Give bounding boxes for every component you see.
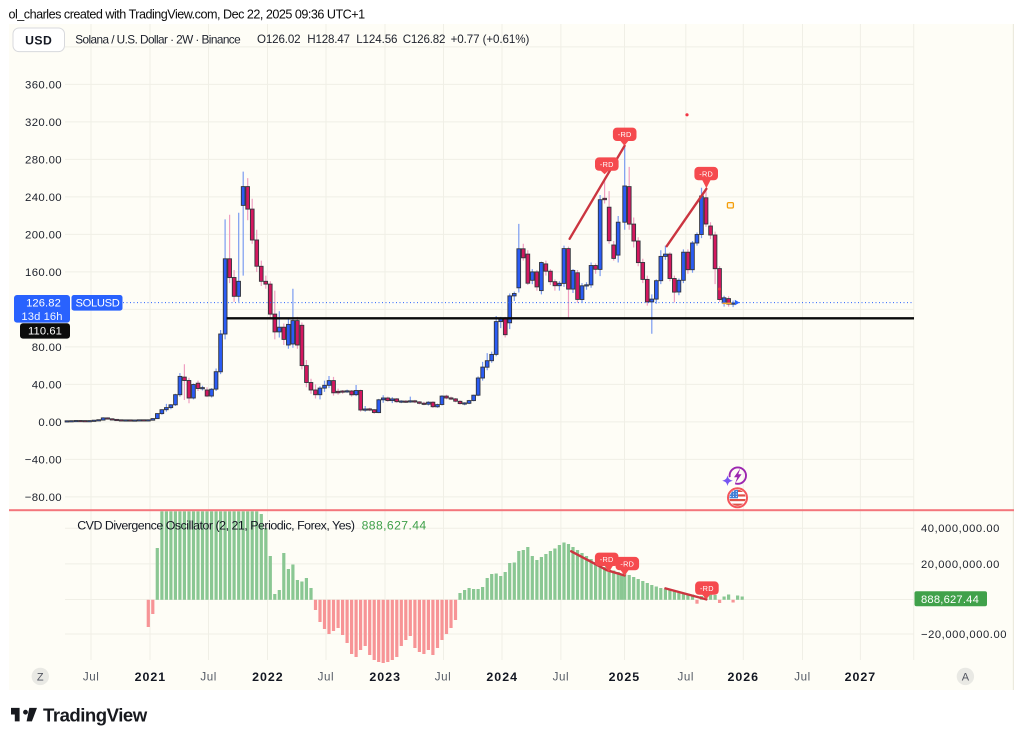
svg-text:-RD: -RD <box>699 170 713 179</box>
svg-text:SOLUSD: SOLUSD <box>76 298 120 310</box>
svg-text:-RD: -RD <box>600 160 614 169</box>
svg-text:13d 16h: 13d 16h <box>21 311 62 323</box>
svg-text:160.00: 160.00 <box>25 267 62 279</box>
svg-text:-RD: -RD <box>618 130 632 139</box>
svg-text:C126.82: C126.82 <box>403 33 446 46</box>
svg-text:280.00: 280.00 <box>25 154 62 166</box>
svg-text:40,000,000.00: 40,000,000.00 <box>921 523 1000 535</box>
svg-text:−40.00: −40.00 <box>25 454 62 466</box>
svg-text:320.00: 320.00 <box>25 117 62 129</box>
svg-text:2027: 2027 <box>845 670 877 684</box>
svg-text:Z: Z <box>37 671 44 683</box>
svg-text:126.82: 126.82 <box>26 298 61 310</box>
svg-text:Jul: Jul <box>678 671 694 684</box>
svg-text:+0.77 (+0.61%): +0.77 (+0.61%) <box>451 33 530 46</box>
svg-text:2024: 2024 <box>486 670 518 684</box>
svg-text:2026: 2026 <box>728 670 760 684</box>
svg-text:-RD: -RD <box>600 555 614 564</box>
svg-text:-RD: -RD <box>700 584 714 593</box>
svg-text:H128.47: H128.47 <box>307 33 349 46</box>
svg-text:Jul: Jul <box>794 671 810 684</box>
svg-text:360.00: 360.00 <box>25 79 62 91</box>
svg-text:888,627.44: 888,627.44 <box>362 518 427 532</box>
svg-text:888,627.44: 888,627.44 <box>921 594 979 606</box>
svg-text:TradingView: TradingView <box>43 705 148 726</box>
svg-text:240.00: 240.00 <box>25 192 62 204</box>
svg-text:ol_charles created with Tradin: ol_charles created with TradingView.com,… <box>9 7 366 21</box>
svg-text:-RD: -RD <box>620 560 634 569</box>
svg-text:2023: 2023 <box>369 670 401 684</box>
svg-text:0.00: 0.00 <box>38 417 62 429</box>
svg-text:110.61: 110.61 <box>28 326 62 338</box>
svg-text:−20,000,000.00: −20,000,000.00 <box>921 629 1007 641</box>
svg-text:Jul: Jul <box>318 671 334 684</box>
svg-text:−80.00: −80.00 <box>25 492 62 504</box>
svg-text:Jul: Jul <box>435 671 451 684</box>
svg-text:2025: 2025 <box>609 670 641 684</box>
svg-text:Solana / U.S. Dollar · 2W · Bi: Solana / U.S. Dollar · 2W · Binance <box>75 32 241 46</box>
svg-text:200.00: 200.00 <box>25 229 62 241</box>
svg-text:40.00: 40.00 <box>32 379 62 391</box>
svg-text:80.00: 80.00 <box>32 342 62 354</box>
svg-text:USD: USD <box>25 33 52 47</box>
svg-text:O126.02: O126.02 <box>257 33 300 46</box>
svg-text:L124.56: L124.56 <box>356 33 397 46</box>
svg-text:Jul: Jul <box>200 671 216 684</box>
svg-text:20,000,000.00: 20,000,000.00 <box>921 559 1000 571</box>
svg-text:A: A <box>962 671 970 683</box>
svg-text:CVD Divergence Oscillator (2,: CVD Divergence Oscillator (2, 21, Period… <box>77 518 355 532</box>
svg-text:2022: 2022 <box>252 670 284 684</box>
svg-text:2021: 2021 <box>135 670 167 684</box>
svg-text:Jul: Jul <box>83 671 99 684</box>
svg-text:Jul: Jul <box>553 671 569 684</box>
